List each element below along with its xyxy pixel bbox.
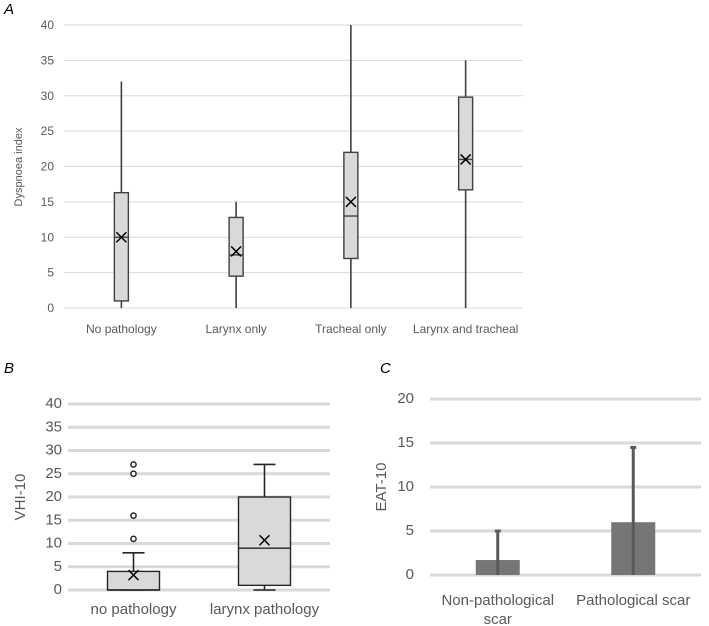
- panel-c-category-label: Pathological scar: [576, 592, 690, 609]
- panel-c-ytick-label: 15: [397, 434, 414, 451]
- panel-a-ytick-label: 10: [41, 230, 55, 244]
- panel-a-ytick-label: 25: [41, 124, 55, 138]
- panel-a-mean-marker: [460, 153, 472, 165]
- panel-c-ytick-label: 0: [406, 566, 414, 583]
- panel-c-category-label: scar: [484, 611, 512, 626]
- panel-b-mean-marker: [258, 534, 271, 546]
- panel-a-category-label: Tracheal only: [315, 322, 387, 336]
- panel-b-ylabel: VHI-10: [12, 474, 29, 521]
- panel-b-ytick-label: 15: [45, 511, 62, 528]
- panel-a-mean-marker: [230, 245, 242, 257]
- panel-c-category-label: Non-pathological: [441, 592, 554, 609]
- panel-c-ytick-label: 20: [397, 390, 414, 407]
- panel-b-outlier-point: [130, 512, 137, 519]
- panel-a-label: A: [3, 1, 14, 18]
- panel-a-mean-marker-stroke: [230, 245, 242, 257]
- panel-c-ytick-label: 5: [406, 522, 414, 539]
- panel-a-mean-marker-stroke: [115, 231, 127, 243]
- panel-c-label: C: [380, 360, 391, 377]
- panel-b-ytick-label: 25: [45, 465, 62, 482]
- panel-a-ytick-label: 30: [41, 89, 55, 103]
- panel-a-box: [343, 151, 359, 260]
- panel-a-ytick-label: 0: [47, 301, 54, 315]
- panel-b-ytick-label: 30: [45, 442, 62, 459]
- panel-a-mean-marker-stroke: [460, 153, 472, 165]
- panel-b-mean-marker-stroke: [258, 534, 271, 546]
- panel-b-ytick-label: 20: [45, 488, 62, 505]
- panel-b-mean-marker-stroke: [127, 569, 140, 581]
- panel-a-ylabel: Dyspnoea index: [13, 127, 25, 206]
- panel-a-mean-marker-stroke: [345, 196, 357, 208]
- panel-c-ytick-label: 10: [397, 478, 414, 495]
- panel-c-ylabel: EAT-10: [373, 463, 390, 512]
- panel-a-category-label: Larynx only: [205, 322, 266, 336]
- panel-a-category-label: Larynx and tracheal: [413, 322, 518, 336]
- panel-a-box: [113, 191, 130, 302]
- panel-b-ytick-label: 40: [45, 395, 62, 412]
- panel-b-outlier-point: [130, 461, 137, 468]
- panel-b-ytick-label: 0: [54, 581, 62, 598]
- panel-b-ytick-label: 5: [54, 558, 62, 575]
- panel-a-mean-marker: [345, 196, 357, 208]
- panel-a-ytick-label: 5: [47, 266, 54, 280]
- panel-b-ytick-label: 35: [45, 418, 62, 435]
- panel-a-category-label: No pathology: [86, 322, 157, 336]
- panel-a-mean-marker: [115, 231, 127, 243]
- panel-a-ytick-label: 15: [41, 195, 55, 209]
- panel-a-box: [228, 216, 244, 277]
- panel-a-ytick-label: 40: [41, 18, 55, 32]
- panel-b-mean-marker: [127, 569, 140, 581]
- panel-b-outlier-point: [130, 535, 137, 543]
- panel-a-box: [457, 96, 474, 191]
- panel-a-ytick-label: 35: [41, 53, 55, 67]
- panel-b-category-label: no pathology: [91, 601, 177, 618]
- panel-b-outlier-point: [130, 470, 137, 478]
- panel-a-ytick-label: 20: [41, 160, 55, 174]
- panel-b-ytick-label: 10: [45, 535, 62, 552]
- panel-b-category-label: larynx pathology: [210, 601, 320, 618]
- panel-b-label: B: [4, 360, 14, 377]
